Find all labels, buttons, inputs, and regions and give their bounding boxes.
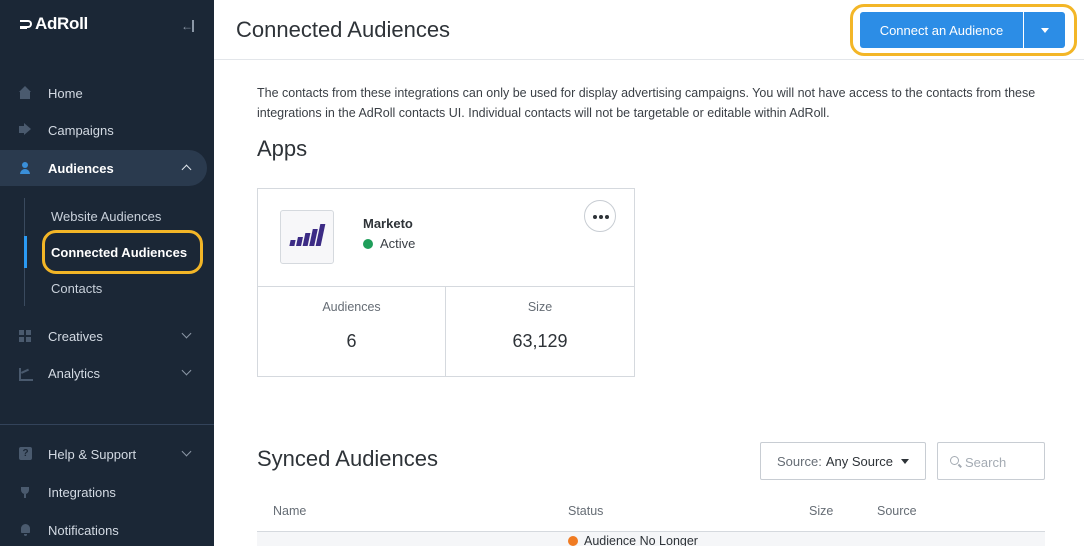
stat-audiences: Audiences 6: [258, 287, 446, 376]
app-card-header: Marketo Active: [258, 189, 634, 287]
stat-value: 6: [346, 331, 357, 351]
sidebar-item-label: Creatives: [48, 328, 103, 344]
sidebar-item-integrations[interactable]: Integrations: [0, 474, 214, 510]
integration-description: The contacts from these integrations can…: [257, 86, 1036, 120]
page-header: Connected Audiences Connect an Audience: [214, 0, 1084, 60]
apps-heading: Apps: [257, 136, 308, 161]
sidebar-subitem-connected-audiences[interactable]: Connected Audiences: [51, 245, 188, 260]
app-name: Marketo: [363, 216, 413, 231]
sidebar-divider: [0, 424, 214, 425]
search-input[interactable]: [965, 452, 1041, 472]
adroll-logo[interactable]: AdRoll: [20, 14, 88, 34]
column-header-name[interactable]: Name: [273, 504, 307, 518]
table-row[interactable]: [257, 532, 1045, 546]
chevron-down-icon: [181, 365, 192, 376]
source-filter-key: Source:: [777, 453, 822, 469]
sidebar-subitem-contacts[interactable]: Contacts: [51, 281, 103, 296]
search-box[interactable]: [937, 442, 1045, 480]
status-dot-icon: [568, 536, 578, 546]
sidebar-item-label: Audiences: [48, 160, 114, 176]
adroll-logo-icon: [20, 18, 32, 30]
sidebar: AdRoll ← Home Campaigns Audiences Websit…: [0, 0, 214, 546]
sidebar-item-campaigns[interactable]: Campaigns: [0, 112, 214, 148]
sidebar-subitem-website-audiences[interactable]: Website Audiences: [51, 209, 162, 224]
connect-options-dropdown-button[interactable]: [1024, 12, 1065, 48]
sidebar-item-audiences[interactable]: Audiences: [0, 150, 207, 186]
connect-audience-button[interactable]: Connect an Audience: [860, 12, 1023, 48]
home-icon: [19, 86, 33, 100]
synced-audiences-heading: Synced Audiences: [257, 446, 439, 471]
sidebar-item-label: Notifications: [48, 522, 119, 538]
stat-label: Audiences: [322, 300, 381, 314]
chevron-down-icon: [181, 446, 192, 457]
marketo-logo-icon: [280, 210, 334, 264]
stat-label: Size: [527, 300, 553, 314]
page-title: Connected Audiences: [236, 17, 451, 42]
bell-icon: [19, 523, 33, 537]
status-text: Active: [380, 236, 416, 251]
sidebar-item-notifications[interactable]: Notifications: [0, 512, 214, 546]
plug-icon: [19, 485, 33, 499]
brand-name: AdRoll: [35, 14, 88, 33]
stat-size: Size 63,129: [446, 287, 634, 376]
sidebar-item-home[interactable]: Home: [0, 75, 214, 111]
search-icon: [950, 456, 959, 465]
active-marker: [24, 236, 27, 268]
sidebar-item-label: Home: [48, 85, 83, 101]
status-dot-icon: [363, 238, 373, 249]
megaphone-icon: [19, 123, 33, 137]
status-badge: Active: [363, 236, 415, 251]
source-filter-value: Any Source: [825, 453, 894, 469]
stat-value: 63,129: [512, 331, 568, 351]
users-icon: [19, 161, 33, 175]
highlight-ring: [850, 4, 1077, 56]
grid-icon: [19, 329, 33, 343]
audiences-subnav: Website Audiences Connected Audiences Co…: [24, 198, 214, 306]
more-options-button[interactable]: [584, 200, 616, 232]
sidebar-item-label: Campaigns: [48, 122, 114, 138]
sidebar-item-help-support[interactable]: Help & Support: [0, 436, 214, 472]
source-filter-dropdown[interactable]: Source: Any Source: [760, 442, 926, 480]
row-status: Audience No Longer: [568, 534, 698, 546]
sidebar-item-analytics[interactable]: Analytics: [0, 355, 214, 391]
column-header-status[interactable]: Status: [568, 504, 604, 518]
sidebar-item-label: Analytics: [48, 365, 101, 381]
sidebar-item-label: Help & Support: [48, 446, 137, 462]
chevron-up-icon: [181, 164, 192, 175]
chevron-down-icon: [181, 328, 192, 339]
sidebar-item-creatives[interactable]: Creatives: [0, 318, 214, 354]
main-content: Connected Audiences Connect an Audience …: [214, 0, 1084, 546]
column-header-size[interactable]: Size: [809, 504, 834, 518]
highlight-ring: [42, 230, 203, 274]
collapse-sidebar-icon[interactable]: ←: [181, 19, 194, 33]
sidebar-item-label: Integrations: [48, 484, 116, 500]
column-header-source[interactable]: Source: [877, 504, 917, 518]
chart-icon: [19, 366, 33, 381]
app-card-marketo: Marketo Active Audiences 6 Size 63,129: [257, 188, 635, 377]
row-status-text: Audience No Longer: [584, 534, 698, 546]
help-icon: [19, 447, 33, 461]
table-header-divider: [257, 531, 1045, 532]
